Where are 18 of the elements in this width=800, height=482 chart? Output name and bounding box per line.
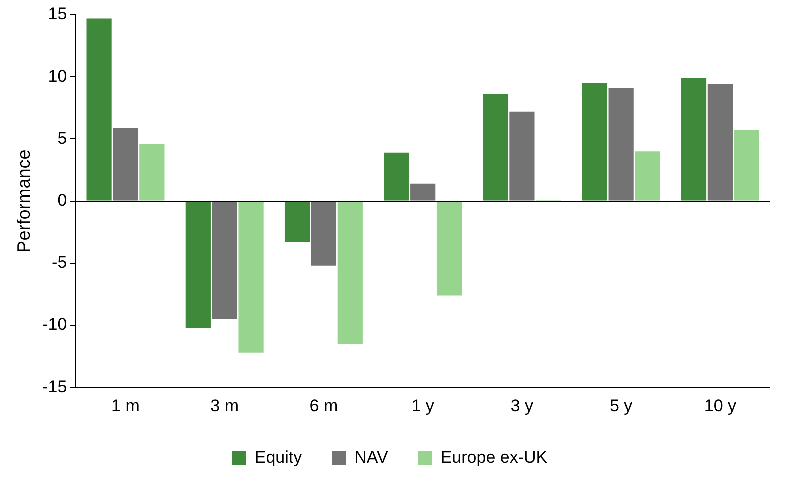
y-axis-title: Performance <box>14 150 34 253</box>
x-tick-label: 3 m <box>210 396 240 416</box>
y-tick-label: -5 <box>52 253 68 272</box>
x-tick-label: 5 y <box>610 396 634 416</box>
legend-label: NAV <box>354 448 389 468</box>
x-tick-label: 6 m <box>310 396 338 416</box>
y-tick-label: 15 <box>48 4 68 24</box>
y-tick-label: 10 <box>48 66 68 86</box>
y-tick-label: -15 <box>42 377 68 396</box>
x-tick-label: 10 y <box>704 396 738 416</box>
x-tick-label: 1 y <box>412 396 435 416</box>
legend-label: Europe ex-UK <box>440 448 548 468</box>
y-tick-label: -10 <box>42 315 68 334</box>
legend-label: Equity <box>254 448 303 468</box>
y-tick-label: 0 <box>58 190 68 210</box>
x-tick-label: 3 y <box>510 396 534 416</box>
x-tick-label: 1 m <box>112 396 140 416</box>
y-tick-label: 5 <box>58 128 68 148</box>
